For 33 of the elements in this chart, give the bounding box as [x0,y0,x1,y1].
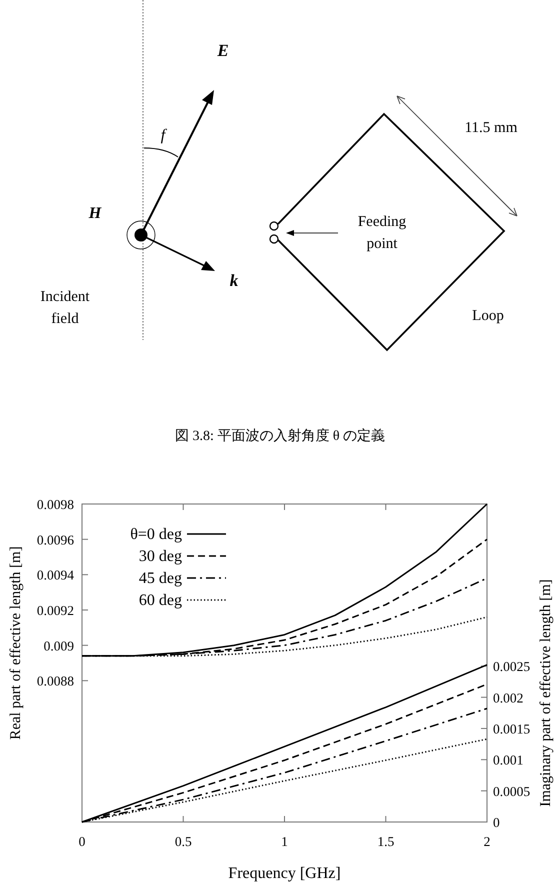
legend-label: θ=0 deg [130,526,182,543]
legend-label: 60 deg [138,592,182,609]
x-axis-title: Frequency [GHz] [228,865,341,882]
y-axis-title: Real part of effective length [m] [8,546,24,740]
text: Loop [472,308,504,324]
text: 11.5 mm [464,120,518,136]
y-tick-label: 0.0092 [36,603,74,618]
y-tick-label: 0.0088 [36,674,74,689]
legend-label: 30 deg [138,548,182,565]
y2-tick-label: 0.0025 [493,659,530,674]
y2-tick-label: 0 [493,815,500,830]
text: H [88,205,102,222]
text: k [230,271,239,290]
x-tick-label: 0.5 [174,834,192,849]
y-tick-label: 0.0098 [36,497,74,512]
text: 図 3.8: 平面波の入射角度 θ の定義 [174,428,386,444]
y2-tick-label: 0.001 [493,752,524,768]
x-tick-label: 0 [78,834,86,849]
y2-tick-label: 0.002 [493,690,524,706]
y2-axis-title: Imaginary part of effective length [m] [538,579,554,807]
x-tick-label: 1 [281,834,288,849]
text: Feeding point [358,214,407,252]
text: f [160,127,168,144]
x-tick-label: 2 [484,834,490,849]
x-tick-label: 1.5 [377,834,394,849]
legend-label: 45 deg [138,570,182,587]
y2-tick-label: 0.0015 [493,721,530,736]
text: Incident field [40,289,90,327]
text: E [216,41,229,60]
y2-tick-label: 0.0005 [493,784,530,799]
y-tick-label: 0.009 [44,638,74,654]
y-tick-label: 0.0096 [36,532,74,548]
y-tick-label: 0.0094 [36,568,74,583]
